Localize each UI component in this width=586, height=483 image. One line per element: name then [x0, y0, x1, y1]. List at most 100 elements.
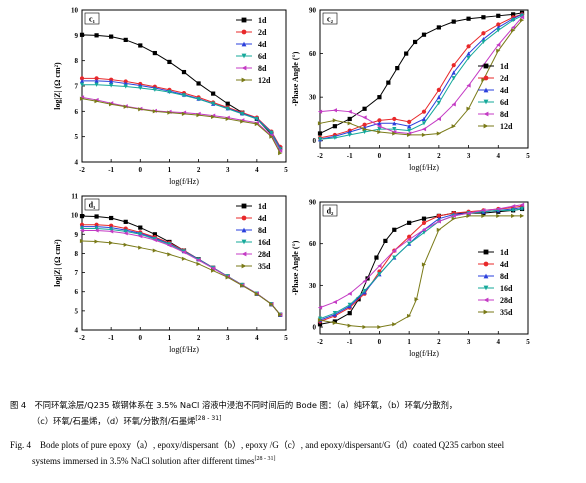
legend-marker — [241, 17, 247, 23]
y-tick-label: 5 — [75, 133, 79, 141]
data-point — [362, 106, 367, 111]
panel-tag-box — [84, 198, 100, 211]
data-point — [421, 121, 427, 126]
legend-label: 8d — [258, 226, 267, 235]
data-point — [317, 316, 323, 321]
legend-label: 8d — [258, 64, 267, 73]
y-tick-label: 4 — [75, 159, 79, 167]
legend-label: 16d — [258, 238, 271, 247]
data-point — [414, 297, 419, 302]
data-point — [392, 127, 397, 132]
x-tick-label: 4 — [255, 334, 259, 342]
data-point — [347, 132, 352, 138]
panel-tag: c₁ — [89, 15, 96, 24]
data-point — [374, 255, 379, 260]
data-point — [181, 93, 187, 98]
data-point — [167, 242, 172, 247]
x-tick-label: -2 — [317, 338, 323, 346]
legend-marker — [483, 297, 489, 303]
data-point — [94, 239, 99, 244]
data-point — [123, 84, 128, 89]
data-point — [138, 107, 143, 112]
legend-label: 2d — [500, 74, 509, 83]
data-point — [519, 15, 525, 20]
legend: 1d 2d 4d 6d 8d 12d — [478, 62, 513, 131]
x-tick-label: 3 — [467, 338, 471, 346]
caption-chinese: 图 4 不同环氧涂层/Q235 碳钢体系在 3.5% NaCl 溶液中浸泡不同时… — [10, 398, 580, 428]
data-point — [123, 229, 128, 234]
y-tick-label: 9 — [75, 32, 79, 40]
data-point — [421, 227, 427, 232]
data-point — [225, 101, 230, 106]
y-tick-label: 11 — [71, 193, 78, 201]
x-tick-label: 0 — [139, 334, 143, 342]
legend-marker — [241, 239, 247, 245]
legend-marker — [483, 273, 489, 279]
legend-marker — [241, 77, 247, 83]
data-point — [225, 116, 230, 122]
y-tick-label: 6 — [75, 108, 79, 116]
data-point — [138, 245, 143, 250]
caption-en-line2: systems immersed in 3.5% NaCl solution a… — [32, 456, 255, 466]
panel-tag: c₂ — [327, 15, 334, 24]
legend-marker — [483, 309, 489, 315]
plot-frame — [319, 201, 529, 335]
data-point — [254, 291, 259, 297]
y-tick-label: 8 — [75, 250, 79, 258]
data-point — [377, 124, 382, 129]
data-point — [240, 111, 245, 116]
data-point — [94, 226, 99, 231]
data-point — [407, 241, 412, 246]
legend-marker — [483, 63, 489, 69]
y-tick-label: 4 — [75, 327, 79, 335]
data-point — [167, 252, 172, 257]
data-point — [317, 137, 323, 142]
data-point — [79, 82, 85, 87]
data-point — [377, 272, 382, 277]
panel-tag-box — [84, 12, 100, 25]
series-8d — [79, 224, 283, 317]
data-point — [466, 106, 471, 111]
data-point — [466, 211, 471, 216]
data-point — [94, 33, 99, 38]
data-point — [347, 291, 352, 296]
data-point — [481, 213, 486, 218]
series-2d — [317, 12, 525, 140]
x-tick-label: 3 — [226, 166, 230, 174]
series-6d — [317, 13, 525, 142]
legend-label: 4d — [500, 260, 509, 269]
data-point — [511, 18, 516, 23]
data-point — [152, 50, 157, 56]
series-35d — [79, 238, 283, 317]
y-axis-label: log|Z| (Ω cm²) — [53, 62, 62, 110]
data-point — [94, 82, 99, 87]
data-point — [466, 44, 471, 49]
data-point — [407, 128, 412, 133]
series-line — [81, 34, 281, 149]
data-point — [496, 48, 501, 53]
series-35d — [317, 213, 525, 330]
x-tick-label: 3 — [226, 334, 230, 342]
data-point — [211, 91, 216, 96]
data-point — [94, 76, 99, 81]
panel-tag-box — [322, 204, 338, 217]
legend-label: 1d — [500, 62, 509, 71]
series-1d — [79, 32, 283, 151]
x-tick-label: 1 — [407, 338, 411, 346]
series-line — [81, 240, 281, 316]
data-point — [407, 220, 412, 225]
y-tick-label: 60 — [309, 240, 317, 248]
data-point — [196, 81, 201, 86]
data-point — [79, 226, 85, 231]
data-point — [436, 25, 441, 30]
series-4d — [79, 222, 283, 317]
data-point — [377, 129, 382, 135]
y-axis-label: -Phase Angle (°) — [291, 240, 300, 295]
panel-tag: d₂ — [327, 207, 334, 216]
x-tick-label: -2 — [79, 334, 85, 342]
data-point — [466, 55, 471, 61]
data-point — [152, 87, 157, 92]
data-point — [481, 208, 486, 213]
data-point — [412, 39, 418, 45]
